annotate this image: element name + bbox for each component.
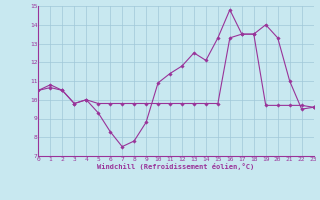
X-axis label: Windchill (Refroidissement éolien,°C): Windchill (Refroidissement éolien,°C) bbox=[97, 163, 255, 170]
